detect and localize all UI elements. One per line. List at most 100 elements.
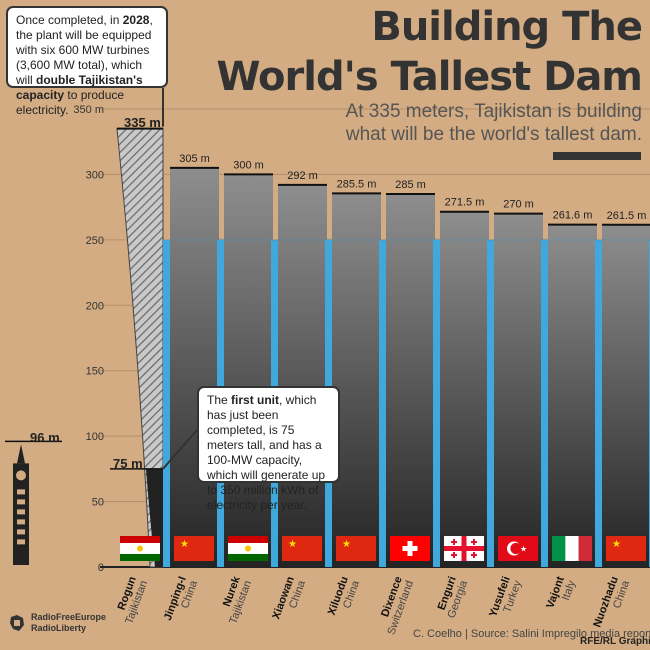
water-wave	[517, 238, 531, 242]
value-label: 292 m	[287, 170, 318, 182]
callout-completion-text-3: to produce electricity.	[16, 88, 125, 117]
big-ben-window	[17, 509, 25, 515]
flag-cross	[444, 546, 484, 551]
flag-small-cross	[453, 552, 455, 558]
y-tick-label: 150	[86, 366, 104, 378]
flag-small-cross	[453, 539, 455, 545]
water-wave	[457, 238, 471, 242]
flag-stripe	[120, 536, 160, 543]
big-ben-clock	[16, 470, 26, 481]
bar-enguri	[440, 211, 489, 568]
water-wave	[241, 238, 255, 242]
water-wave	[301, 238, 315, 242]
callout-first-unit: The first unit, which has just been comp…	[197, 386, 340, 512]
water-wave	[277, 238, 291, 242]
flag-china-icon: ★	[174, 536, 214, 561]
water-wave	[409, 238, 423, 242]
flag-china-icon: ★	[606, 536, 646, 561]
water-wave	[589, 238, 603, 242]
big-ben-window	[17, 539, 25, 545]
y-tick-label: 250	[86, 235, 104, 247]
y-tick-label: 100	[86, 431, 104, 443]
value-label: 305 m	[179, 153, 210, 165]
callout-first-unit-text-2: , which has just been completed, is 75 m…	[207, 393, 326, 512]
flag-star: ★	[180, 539, 189, 550]
bar-nuozhadu	[602, 224, 650, 567]
water-strip	[379, 239, 386, 567]
big-ben-window	[17, 499, 25, 505]
flag-field	[174, 536, 214, 561]
bar-jinping-i	[170, 167, 219, 567]
water-wave	[637, 238, 650, 242]
water-wave	[481, 238, 495, 242]
rfe-logo: RadioFreeEurope RadioLiberty	[8, 612, 106, 634]
logo-line-1: RadioFreeEurope	[31, 612, 107, 622]
water-wave	[505, 238, 519, 242]
water-wave	[217, 238, 231, 242]
value-label: 285 m	[395, 179, 426, 191]
flag-tajikistan-icon	[228, 536, 268, 561]
bar-xiluodu	[332, 193, 381, 567]
water-wave	[445, 238, 459, 242]
callout-completion-year: 2028	[122, 13, 150, 27]
water-strip	[541, 239, 548, 567]
source-credit: C. Coelho | Source: Salini Impregilo med…	[413, 628, 650, 640]
subtitle-line-2: what will be the world's tallest dam.	[345, 124, 642, 145]
water-wave	[337, 238, 351, 242]
flag-china-icon: ★	[336, 536, 376, 561]
callout-completion: Once completed, in 2028, the plant will …	[6, 6, 168, 117]
flag-small-cross	[473, 539, 475, 545]
water-strip	[487, 239, 494, 567]
water-wave	[529, 238, 543, 242]
y-tick-label: 200	[86, 300, 104, 312]
water-wave	[229, 238, 243, 242]
water-wave	[325, 238, 339, 242]
big-ben-window	[17, 529, 25, 535]
callout-pointer	[162, 429, 198, 470]
brand-label: RFE/RL Graphics	[580, 636, 650, 647]
subtitle-line-1: At 335 meters, Tajikistan is building	[345, 101, 642, 122]
y-tick-label: 300	[86, 169, 104, 181]
water-wave	[565, 238, 579, 242]
water-wave	[373, 238, 387, 242]
callout-first-unit-text-1: The	[207, 393, 232, 407]
flag-small-cross	[473, 552, 475, 558]
value-label: 261.5 m	[607, 210, 647, 222]
water-strip	[163, 239, 170, 567]
water-wave	[613, 238, 627, 242]
rfe-logo-icon	[10, 615, 24, 631]
water-wave	[541, 238, 555, 242]
title-line-2: World's Tallest Dam	[216, 54, 643, 100]
big-ben-window	[17, 489, 25, 495]
water-wave	[493, 238, 507, 242]
flag-china-icon: ★	[282, 536, 322, 561]
water-wave	[289, 238, 303, 242]
flag-switzerland-icon	[390, 536, 430, 561]
value-label: 285.5 m	[337, 178, 377, 190]
flag-field	[282, 536, 322, 561]
water-wave	[193, 238, 207, 242]
water-wave	[397, 238, 411, 242]
flag-italy-icon	[552, 536, 592, 561]
water-wave	[169, 238, 183, 242]
flag-turkey-icon: ★	[498, 536, 538, 561]
value-label: 271.5 m	[445, 197, 485, 209]
water-wave	[349, 238, 363, 242]
water-wave	[385, 238, 399, 242]
callout-completion-bold: double Tajikistan's capacity	[16, 73, 143, 102]
subtitle-accent-bar	[553, 152, 641, 160]
water-wave	[421, 238, 435, 242]
callout-completion-text-1: Once completed, in	[16, 13, 123, 27]
bar-vajont	[548, 224, 597, 567]
flag-stripe	[552, 536, 566, 561]
flag-crown	[245, 545, 251, 552]
big-ben-height-label: 96 m	[30, 430, 60, 445]
flag-star: ★	[612, 539, 621, 550]
flag-stripe	[578, 536, 592, 561]
